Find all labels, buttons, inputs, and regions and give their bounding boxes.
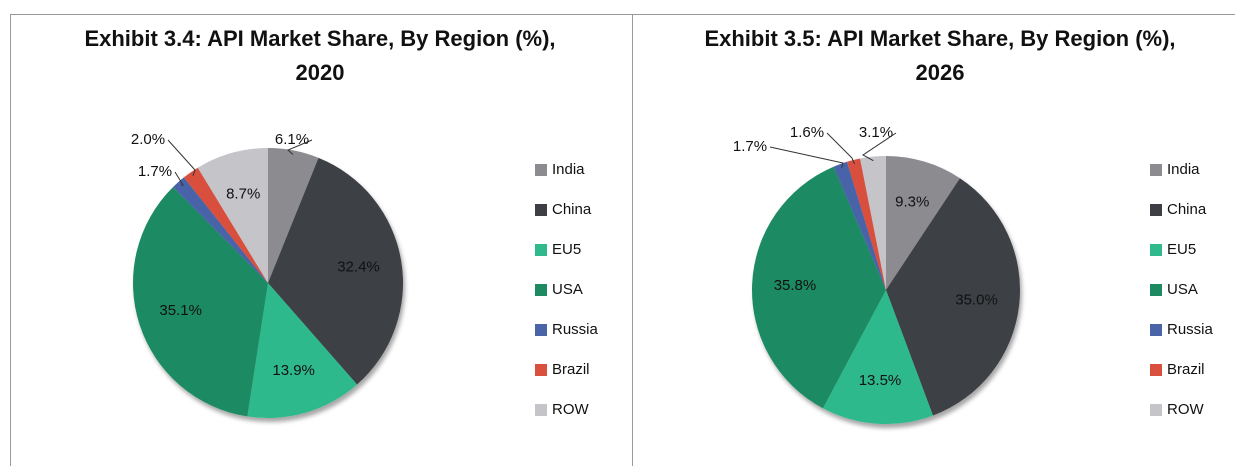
pie-slice [886, 156, 960, 290]
pie-slice [751, 166, 886, 409]
legend-label: India [552, 161, 585, 178]
pie-slice [822, 290, 933, 424]
pie-slice [197, 148, 268, 283]
data-label: 35.8% [774, 277, 817, 294]
legend-swatch [535, 404, 547, 416]
data-label: 9.3% [895, 194, 929, 211]
data-label: 8.7% [226, 186, 260, 203]
legend-swatch [535, 364, 547, 376]
legend-label: Russia [1167, 321, 1214, 338]
pie-slice [833, 161, 886, 290]
leader-line [862, 132, 897, 162]
legend-swatch [1150, 404, 1162, 416]
data-label: 1.6% [790, 124, 824, 141]
legend-swatch [1150, 324, 1162, 336]
leader-line [287, 139, 313, 155]
legend-label: Brazil [552, 361, 590, 378]
panel [10, 14, 632, 466]
data-label: 13.5% [859, 372, 902, 389]
legend-swatch [1150, 364, 1162, 376]
leader-line [174, 171, 184, 186]
legend-swatch [535, 164, 547, 176]
pie-slice [847, 158, 886, 290]
pie-slice [183, 167, 268, 283]
legend-label: China [1167, 201, 1207, 218]
legend-label: EU5 [552, 241, 581, 258]
data-label: 32.4% [337, 259, 380, 276]
data-label: 1.7% [733, 138, 767, 155]
data-label: 3.1% [859, 124, 893, 141]
data-label: 2.0% [131, 131, 165, 148]
leader-line [826, 132, 855, 165]
pie [133, 148, 403, 418]
legend-label: USA [552, 281, 583, 298]
legend-label: India [1167, 161, 1200, 178]
legend-label: China [552, 201, 592, 218]
pie-slice [268, 157, 403, 385]
legend-swatch [535, 324, 547, 336]
legend-label: Russia [552, 321, 599, 338]
legend-label: ROW [552, 401, 590, 418]
data-label: 35.0% [955, 291, 998, 308]
pie-slice [247, 283, 358, 418]
legend-swatch [1150, 164, 1162, 176]
legend-swatch [1150, 284, 1162, 296]
pie-slice [886, 178, 1020, 416]
data-label: 13.9% [272, 362, 315, 379]
legend-label: ROW [1167, 401, 1205, 418]
data-label: 35.1% [159, 302, 202, 319]
chart-title: Exhibit 3.5: API Market Share, By Region… [704, 26, 1176, 85]
legend-label: USA [1167, 281, 1198, 298]
leader-line [167, 139, 196, 176]
leader-line [769, 146, 844, 168]
legend-swatch [535, 284, 547, 296]
legend-swatch [1150, 244, 1162, 256]
panel [632, 14, 1235, 466]
legend-label: Brazil [1167, 361, 1205, 378]
pie-slice [860, 156, 886, 290]
pie-slice [268, 148, 319, 283]
data-label: 1.7% [138, 163, 172, 180]
data-label: 6.1% [275, 131, 309, 148]
chart-title: Exhibit 3.4: API Market Share, By Region… [84, 26, 556, 85]
legend-label: EU5 [1167, 241, 1196, 258]
legend-swatch [535, 244, 547, 256]
pie-slice [133, 187, 268, 417]
pie [751, 156, 1020, 424]
legend-swatch [535, 204, 547, 216]
pie-slice [173, 177, 268, 283]
legend-swatch [1150, 204, 1162, 216]
